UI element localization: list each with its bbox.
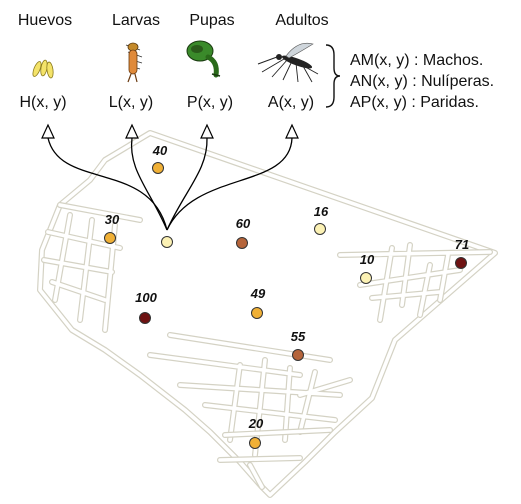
stage-headers: Huevos Larvas Pupas Adultos (18, 12, 329, 29)
arrowhead-huevos (41, 123, 55, 139)
adult-class-nuliperas: AN(x, y) : Nulíperas. (350, 73, 494, 90)
connector-larvas (130, 137, 168, 231)
sample-dot (236, 237, 248, 249)
stage-name-adultos: Adultos (275, 12, 328, 29)
adult-class-machos: AM(x, y) : Machos. (350, 52, 483, 69)
larva-icon (125, 42, 143, 83)
sample-label: 20 (248, 416, 264, 431)
sample-point: 60 (236, 216, 251, 249)
sample-point: 71 (455, 237, 469, 269)
sample-point: 55 (291, 329, 306, 361)
connector-pupas (166, 137, 208, 231)
street-map (37, 130, 498, 498)
sample-point: 10 (360, 252, 375, 284)
sample-label: 40 (152, 143, 168, 158)
connector-adultos (166, 137, 293, 231)
stage-functions: H(x, y) L(x, y) P(x, y) A(x, y) (19, 94, 314, 111)
sample-dot (249, 437, 261, 449)
stage-name-huevos: Huevos (18, 12, 72, 29)
sample-point: 40 (152, 143, 168, 174)
sampling-points: 40 30 60 16 10 71 100 (104, 143, 469, 449)
sample-point (161, 236, 173, 248)
streets (41, 202, 493, 490)
mosquito-icon (257, 42, 319, 83)
sample-label: 10 (360, 252, 375, 267)
arrowhead-pupas (200, 123, 214, 139)
sample-label: 49 (250, 286, 266, 301)
adult-classes: AM(x, y) : Machos. AN(x, y) : Nulíperas.… (350, 52, 494, 111)
sample-dot (104, 232, 116, 244)
sample-dot (360, 272, 372, 284)
sample-point: 16 (314, 204, 329, 235)
func-adultos: A(x, y) (268, 94, 314, 111)
sample-dot (455, 257, 467, 269)
egg-cluster-icon (32, 59, 54, 79)
sample-point: 20 (248, 416, 264, 449)
func-pupas: P(x, y) (187, 94, 233, 111)
sample-dot (139, 312, 151, 324)
sample-label: 55 (291, 329, 306, 344)
sample-point: 100 (135, 290, 158, 324)
sample-dot (314, 223, 326, 235)
pupa-icon (186, 40, 221, 78)
sample-dot (161, 236, 173, 248)
map-boundary (37, 130, 498, 498)
func-huevos: H(x, y) (19, 94, 66, 111)
sample-point: 30 (104, 212, 120, 244)
sample-label: 71 (455, 237, 469, 252)
stage-name-larvas: Larvas (112, 12, 160, 29)
adult-class-paridas: AP(x, y) : Paridas. (350, 94, 479, 111)
sample-dot (292, 349, 304, 361)
sample-dot (152, 162, 164, 174)
sample-label: 60 (236, 216, 251, 231)
curly-brace (325, 44, 341, 108)
sample-dot (251, 307, 263, 319)
arrowhead-larvas (125, 123, 139, 139)
sample-point: 49 (250, 286, 266, 319)
sample-label: 16 (314, 204, 329, 219)
func-larvas: L(x, y) (109, 94, 153, 111)
sample-label: 30 (105, 212, 120, 227)
connector-huevos (47, 137, 168, 231)
stage-name-pupas: Pupas (189, 12, 234, 29)
sample-label: 100 (135, 290, 157, 305)
arrowhead-adultos (285, 123, 299, 139)
sample-connectors (41, 123, 299, 231)
